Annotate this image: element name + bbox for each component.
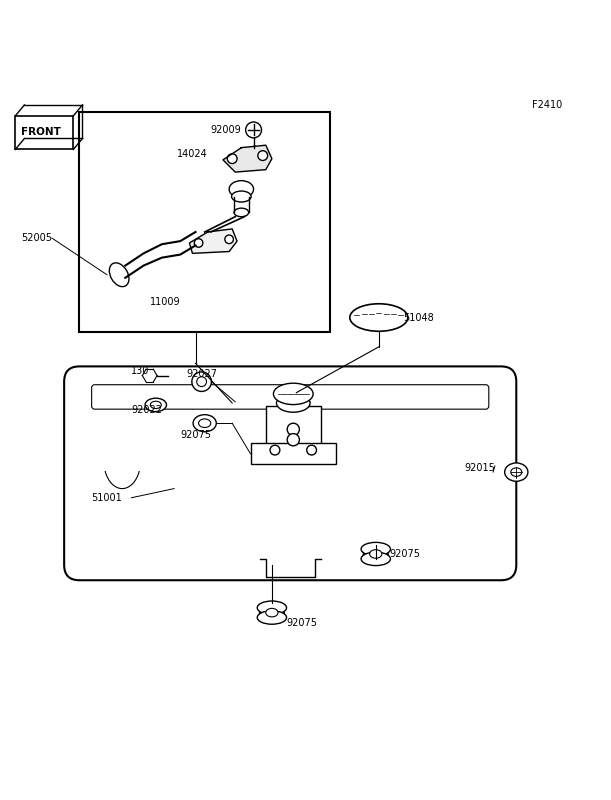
Text: 92075: 92075 — [286, 618, 317, 628]
Bar — [266, 406, 321, 449]
Ellipse shape — [109, 263, 129, 286]
Ellipse shape — [229, 181, 254, 198]
FancyBboxPatch shape — [64, 366, 516, 580]
Circle shape — [307, 446, 316, 455]
Circle shape — [246, 122, 262, 138]
Circle shape — [194, 238, 203, 247]
FancyBboxPatch shape — [92, 385, 489, 409]
Ellipse shape — [505, 463, 528, 482]
Text: 51001: 51001 — [92, 493, 122, 502]
Circle shape — [197, 377, 207, 386]
Polygon shape — [189, 229, 237, 254]
Text: 11009: 11009 — [150, 298, 180, 307]
Text: FRONT: FRONT — [21, 127, 61, 138]
Ellipse shape — [364, 545, 388, 563]
Polygon shape — [223, 146, 272, 172]
Text: 92015: 92015 — [464, 463, 496, 474]
Circle shape — [287, 434, 299, 446]
Ellipse shape — [276, 394, 310, 412]
Circle shape — [287, 423, 299, 435]
Bar — [79, 112, 330, 331]
Circle shape — [270, 446, 280, 455]
Text: 52005: 52005 — [21, 233, 53, 243]
Text: F2410: F2410 — [532, 101, 562, 110]
Circle shape — [192, 372, 211, 391]
Text: 92027: 92027 — [186, 370, 218, 379]
Ellipse shape — [145, 398, 166, 412]
Bar — [251, 442, 336, 464]
Text: 92075: 92075 — [180, 430, 211, 441]
Ellipse shape — [232, 191, 251, 202]
Text: 130: 130 — [131, 366, 150, 376]
Ellipse shape — [260, 603, 284, 622]
Ellipse shape — [257, 601, 287, 614]
Ellipse shape — [370, 550, 382, 558]
Ellipse shape — [199, 419, 211, 427]
Ellipse shape — [511, 468, 522, 476]
Ellipse shape — [361, 542, 390, 556]
Ellipse shape — [193, 414, 216, 432]
Ellipse shape — [361, 552, 390, 566]
Ellipse shape — [266, 608, 278, 617]
Text: 14024: 14024 — [177, 150, 208, 159]
Circle shape — [225, 235, 233, 243]
Circle shape — [258, 150, 268, 161]
Ellipse shape — [273, 383, 313, 405]
Text: 51048: 51048 — [403, 313, 434, 322]
Ellipse shape — [150, 402, 161, 409]
Ellipse shape — [234, 208, 249, 217]
Text: 92075: 92075 — [390, 549, 421, 559]
Text: 92009: 92009 — [211, 125, 241, 135]
Bar — [15, 116, 73, 150]
Ellipse shape — [349, 304, 408, 331]
Text: 92022: 92022 — [131, 405, 163, 414]
Ellipse shape — [257, 610, 287, 624]
Circle shape — [227, 154, 237, 163]
